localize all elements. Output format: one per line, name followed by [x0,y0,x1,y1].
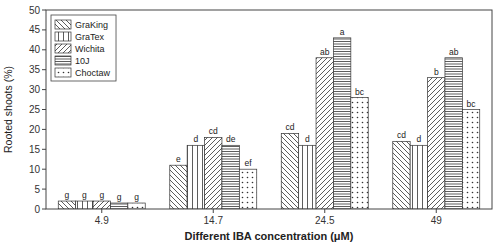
bar [333,38,350,209]
y-tick [42,109,46,110]
bar [187,145,204,209]
bar [222,145,239,209]
x-tick-label: 24.5 [315,215,335,226]
significance-label: bc [467,99,477,109]
y-tick [42,89,46,90]
legend-swatch [55,56,71,65]
y-tick-label: 30 [29,84,41,95]
y-tick-label: 45 [29,24,41,35]
x-tick-label: 49 [431,215,443,226]
legend-swatch [55,20,71,29]
legend-label: Choctaw [75,68,111,78]
significance-label: cd [397,130,406,140]
significance-label: ef [244,158,252,168]
y-tick-label: 10 [29,164,41,175]
bar [205,137,222,209]
y-tick [42,129,46,130]
bar [281,133,298,209]
bar [93,201,110,209]
y-tick-label: 15 [29,144,41,155]
significance-label: cd [285,122,294,132]
legend-box [51,15,116,81]
x-tick [213,209,214,213]
x-axis-label: Different IBA concentration (μM) [185,230,354,242]
legend-label: Wichita [75,44,105,54]
significance-label: b [434,67,439,77]
legend-swatch [55,44,71,53]
x-tick [101,209,102,213]
significance-label: g [99,190,104,200]
bar [58,201,75,209]
y-axis-label: Rooted shoots (%) [2,66,14,153]
significance-label: g [65,190,70,200]
bar [316,58,333,209]
bars [58,38,479,209]
significance-label: cd [209,126,218,136]
significance-label: a [340,27,345,37]
bar [351,98,368,209]
y-tick [42,149,46,150]
y-tick [42,49,46,50]
chart: gecdcdgdddgcdabbgdeaabgefbcbc05101520253… [0,0,500,245]
legend: GraKing GraTex Wichita 10J Choctaw [51,15,116,81]
significance-label: g [117,192,122,202]
x-tick [436,209,437,213]
bar [393,141,410,209]
legend-label: GraKing [75,20,108,30]
y-tick [42,10,46,11]
bar [239,169,256,209]
y-tick-label: 25 [29,104,41,115]
significance-label: d [193,134,198,144]
plot-frame [46,10,492,209]
bar [170,165,187,209]
legend-swatch [55,32,71,41]
y-tick-label: 40 [29,44,41,55]
legend-label: GraTex [75,32,105,42]
significance-label: de [226,134,236,144]
y-tick-label: 20 [29,124,41,135]
bar [445,58,462,209]
bar [76,201,93,209]
y-tick-label: 5 [34,184,40,195]
y-tick [42,69,46,70]
significance-label: g [134,192,139,202]
bar [410,145,427,209]
bar [128,203,145,209]
y-tick [42,29,46,30]
bar [299,145,316,209]
significance-label: ab [449,47,459,57]
y-tick-label: 35 [29,64,41,75]
bar [462,110,479,210]
y-tick [42,209,46,210]
significance-label: g [82,190,87,200]
x-tick [324,209,325,213]
significance-label: d [416,134,421,144]
significance-label: bc [355,87,365,97]
significance-label: d [305,134,310,144]
y-tick [42,169,46,170]
significance-label: e [176,154,181,164]
y-tick-label: 0 [34,204,40,215]
y-tick [42,189,46,190]
significance-label: ab [320,47,330,57]
bar [110,203,127,209]
x-tick-label: 4.9 [95,215,109,226]
y-tick-label: 50 [29,5,41,16]
legend-swatch [55,68,71,77]
legend-label: 10J [75,56,90,66]
x-tick-label: 14.7 [204,215,224,226]
bar [428,78,445,209]
